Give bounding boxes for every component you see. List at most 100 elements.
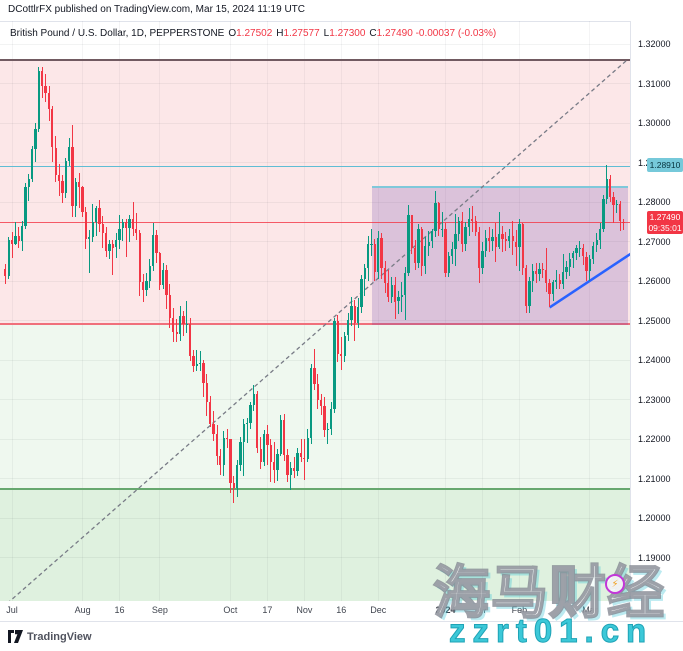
candle xyxy=(232,483,235,488)
candle xyxy=(128,219,131,228)
candle xyxy=(20,225,24,241)
candle xyxy=(471,218,474,221)
candle xyxy=(387,283,390,297)
candle xyxy=(521,224,524,269)
candle-wick xyxy=(300,439,302,462)
price-tick-label: 1.24000 xyxy=(638,355,671,365)
h-gridline xyxy=(0,241,630,242)
candle xyxy=(340,354,343,356)
chart-frame xyxy=(0,21,683,622)
candle xyxy=(430,230,434,242)
legend-symbol[interactable]: British Pound / U.S. Dollar, 1D, PEPPERS… xyxy=(10,28,225,39)
legend-ohlc-value: 1.27300 xyxy=(329,28,366,39)
candle-wick xyxy=(11,232,13,259)
candle xyxy=(202,363,205,383)
watermark-chinese-text: 海马财经 xyxy=(432,560,665,626)
candle xyxy=(205,382,209,402)
bar-countdown: 09:35:01 xyxy=(648,222,682,233)
candle xyxy=(528,281,531,307)
v-gridline xyxy=(518,21,520,601)
candle xyxy=(293,467,296,471)
tradingview-logo[interactable]: TradingView xyxy=(8,630,92,643)
candle xyxy=(447,256,450,274)
candle xyxy=(125,222,128,228)
v-gridline xyxy=(229,21,231,601)
candle xyxy=(256,393,259,449)
publish-info-bar: DCottlrFX published on TradingView.com, … xyxy=(8,4,305,15)
price-tick-label: 1.31000 xyxy=(638,78,671,89)
legend-ohlc-value: 1.27502 xyxy=(236,28,273,39)
h-gridline xyxy=(0,438,630,440)
candle xyxy=(74,181,78,206)
price-axis[interactable]: 1.28910 1.27490 09:35:01 1.32000 1.31000 1… xyxy=(630,21,683,601)
candle xyxy=(24,187,27,226)
candle xyxy=(427,241,430,246)
candle xyxy=(612,197,615,206)
h-gridline xyxy=(0,359,630,361)
candle xyxy=(141,281,145,290)
candle xyxy=(4,268,7,277)
candle xyxy=(78,181,81,188)
supply-zone-bottom-line[interactable] xyxy=(0,323,630,326)
chart-legend[interactable]: British Pound / U.S. Dollar, 1D, PEPPERS… xyxy=(10,28,496,39)
h-gridline xyxy=(0,320,630,321)
v-gridline xyxy=(377,21,379,601)
v-gridline xyxy=(481,21,483,601)
candle xyxy=(420,228,424,266)
candle-wick xyxy=(122,218,124,242)
candle-wick xyxy=(340,336,342,371)
candle xyxy=(168,295,172,319)
candle xyxy=(535,271,538,274)
candle xyxy=(235,464,239,488)
candle xyxy=(266,433,269,446)
candle-wick xyxy=(505,232,507,252)
candle xyxy=(309,367,313,439)
candle xyxy=(162,269,165,285)
candle-wick xyxy=(364,263,366,296)
candle xyxy=(464,226,467,244)
candle xyxy=(41,70,44,86)
candle xyxy=(155,234,158,253)
chart-plot-area[interactable] xyxy=(0,21,630,601)
candle xyxy=(165,269,168,296)
candle xyxy=(215,434,219,456)
candle-wick xyxy=(555,270,557,289)
candle xyxy=(259,448,262,462)
candle xyxy=(225,438,229,440)
candle xyxy=(578,247,582,249)
candle xyxy=(585,256,588,272)
candle xyxy=(151,234,155,266)
candle xyxy=(323,405,326,431)
candle xyxy=(185,324,188,326)
candle xyxy=(487,237,491,242)
candle xyxy=(195,364,198,367)
h-gridline xyxy=(0,83,630,84)
candle xyxy=(588,259,592,272)
price-tick-label: 1.19000 xyxy=(638,552,671,563)
candle xyxy=(403,273,407,296)
candle xyxy=(192,356,195,367)
candle xyxy=(44,85,47,94)
candle xyxy=(148,266,151,281)
candle xyxy=(474,220,477,232)
blue-support-trendline[interactable] xyxy=(548,246,630,309)
candle xyxy=(212,424,215,435)
time-tick-label: Mar xyxy=(582,605,598,615)
dashed-diagonal-trendline[interactable] xyxy=(2,59,628,601)
candle-wick xyxy=(623,218,624,230)
candle xyxy=(363,268,366,280)
candle xyxy=(242,424,246,442)
last-price-value: 1.27490 xyxy=(649,212,681,223)
supply-zone-top-line[interactable] xyxy=(0,58,630,61)
time-axis[interactable]: Jul Aug 16 Sep Oct 17 Nov 16 Dec 2024 17 Feb Mar xyxy=(0,601,683,622)
candle xyxy=(457,221,461,234)
candle-wick xyxy=(616,200,618,214)
candle xyxy=(440,229,444,231)
time-tick-label: Oct xyxy=(223,605,238,615)
candle xyxy=(346,319,350,336)
candle xyxy=(417,228,420,264)
candle xyxy=(555,280,558,282)
resistance-hline[interactable] xyxy=(0,165,630,167)
demand-zone-top-line[interactable] xyxy=(0,488,630,491)
candle xyxy=(111,243,114,248)
